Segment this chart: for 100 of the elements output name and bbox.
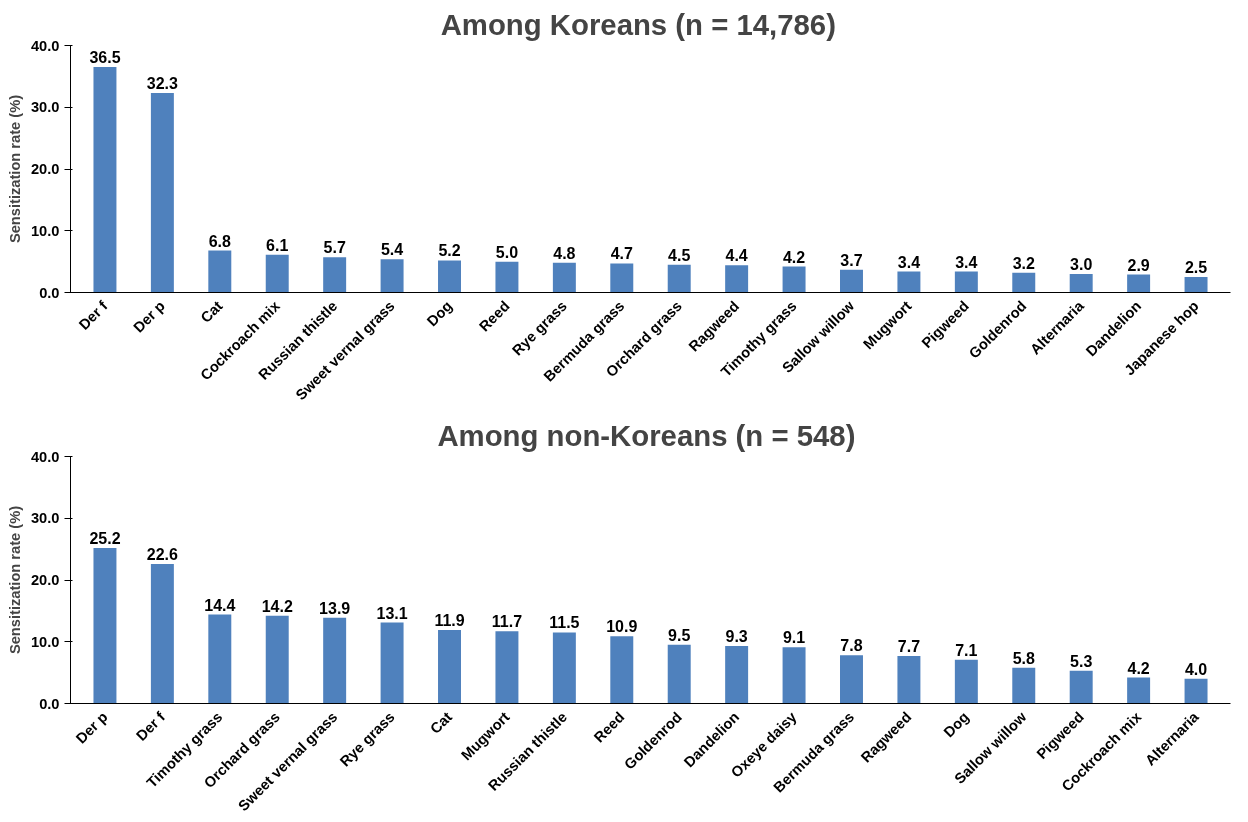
- data-label: 5.2: [438, 242, 461, 260]
- data-label: 3.0: [1070, 255, 1093, 273]
- data-label: 6.8: [208, 232, 232, 250]
- data-label: 9.1: [782, 629, 806, 647]
- x-tick-label: Cat: [197, 297, 226, 326]
- data-label: 11.5: [549, 614, 580, 632]
- data-label: 14.4: [204, 596, 236, 614]
- bar: [782, 647, 806, 704]
- data-label: 11.7: [491, 613, 523, 631]
- data-label: 5.0: [495, 243, 519, 261]
- bar: [265, 254, 289, 293]
- bar: [93, 67, 117, 293]
- bar: [667, 264, 691, 293]
- bar: [1184, 678, 1208, 704]
- bar: [782, 266, 806, 293]
- data-label: 5.3: [1070, 652, 1093, 670]
- bar: [954, 271, 978, 293]
- data-label: 10.9: [606, 618, 638, 636]
- bar: [1127, 677, 1151, 704]
- bar: [552, 632, 576, 704]
- data-label: 4.4: [725, 247, 748, 265]
- data-label: 13.1: [376, 604, 408, 622]
- bar: [265, 615, 289, 704]
- data-label: 14.2: [261, 597, 293, 615]
- bar: [610, 636, 634, 704]
- bar: [954, 659, 978, 704]
- data-label: 4.5: [668, 246, 691, 264]
- bar: [610, 263, 634, 293]
- bar: [725, 265, 749, 293]
- y-tick-label: 10.0: [30, 222, 60, 239]
- data-label: 9.5: [668, 626, 691, 644]
- bar: [438, 630, 461, 704]
- y-tick-label: 20.0: [30, 572, 60, 588]
- data-label: 2.9: [1127, 256, 1150, 274]
- data-label: 5.4: [380, 241, 404, 259]
- data-label: 2.5: [1184, 259, 1208, 277]
- chart-title: Among Koreans (n = 14,786): [440, 7, 836, 41]
- x-tick-label: Der p: [130, 297, 169, 336]
- bar: [1127, 274, 1151, 293]
- bar: [150, 563, 174, 704]
- y-tick-label: 0.0: [39, 695, 60, 712]
- bar: [1012, 272, 1036, 293]
- bar: [552, 262, 576, 293]
- data-label: 5.8: [1012, 649, 1035, 667]
- y-tick-label: 10.0: [30, 633, 60, 650]
- y-tick-label: 30.0: [30, 99, 60, 116]
- y-tick-label: 20.0: [30, 161, 60, 177]
- bar: [323, 257, 347, 293]
- bar: [495, 261, 519, 293]
- y-tick-label: 40.0: [30, 448, 60, 465]
- y-tick-label: 30.0: [30, 510, 60, 527]
- y-axis-title: Sensitization rate (%): [6, 94, 23, 244]
- bar: [380, 259, 404, 293]
- x-tick-label: Der p: [72, 708, 111, 747]
- data-label: 3.7: [840, 251, 863, 269]
- bar: [323, 617, 347, 704]
- data-label: 36.5: [89, 49, 121, 67]
- bar: [840, 655, 863, 704]
- data-label: 6.1: [266, 236, 289, 254]
- data-label: 32.3: [146, 75, 179, 93]
- bar: [725, 646, 749, 704]
- data-label: 4.2: [1127, 659, 1150, 677]
- bar: [380, 622, 404, 704]
- bar: [93, 547, 117, 704]
- bar: [667, 644, 691, 704]
- data-label: 3.4: [955, 253, 978, 271]
- x-tick-label: Der f: [133, 708, 169, 744]
- data-label: 9.3: [725, 628, 748, 646]
- chart-title: Among non-Koreans (n = 548): [437, 418, 856, 452]
- data-label: 22.6: [146, 545, 179, 563]
- bar: [1012, 667, 1036, 704]
- bar: [897, 655, 921, 704]
- data-label: 11.9: [434, 612, 465, 630]
- data-label: 4.7: [610, 245, 634, 263]
- data-label: 5.7: [323, 239, 346, 257]
- data-label: 3.4: [897, 253, 921, 271]
- bar: [1069, 670, 1093, 704]
- x-tick-label: Cat: [427, 708, 456, 737]
- data-label: 4.0: [1184, 660, 1208, 678]
- y-tick-label: 0.0: [39, 284, 60, 301]
- data-label: 7.8: [840, 637, 863, 655]
- y-axis-title: Sensitization rate (%): [6, 505, 23, 655]
- bar: [495, 631, 519, 704]
- data-label: 25.2: [89, 529, 121, 547]
- bar: [208, 250, 232, 293]
- data-label: 4.8: [553, 244, 576, 262]
- y-tick-label: 40.0: [30, 37, 60, 54]
- bar: [208, 614, 232, 704]
- bar: [897, 271, 921, 293]
- bar: [1069, 273, 1093, 293]
- bar: [1184, 277, 1208, 293]
- x-tick-label: Der f: [75, 297, 111, 333]
- data-label: 7.1: [955, 641, 978, 659]
- data-label: 3.2: [1012, 254, 1035, 272]
- data-label: 7.7: [897, 637, 921, 655]
- bar: [438, 260, 461, 293]
- data-label: 4.2: [782, 248, 806, 266]
- data-label: 13.9: [319, 599, 351, 617]
- bar: [840, 269, 863, 293]
- bar: [150, 93, 174, 293]
